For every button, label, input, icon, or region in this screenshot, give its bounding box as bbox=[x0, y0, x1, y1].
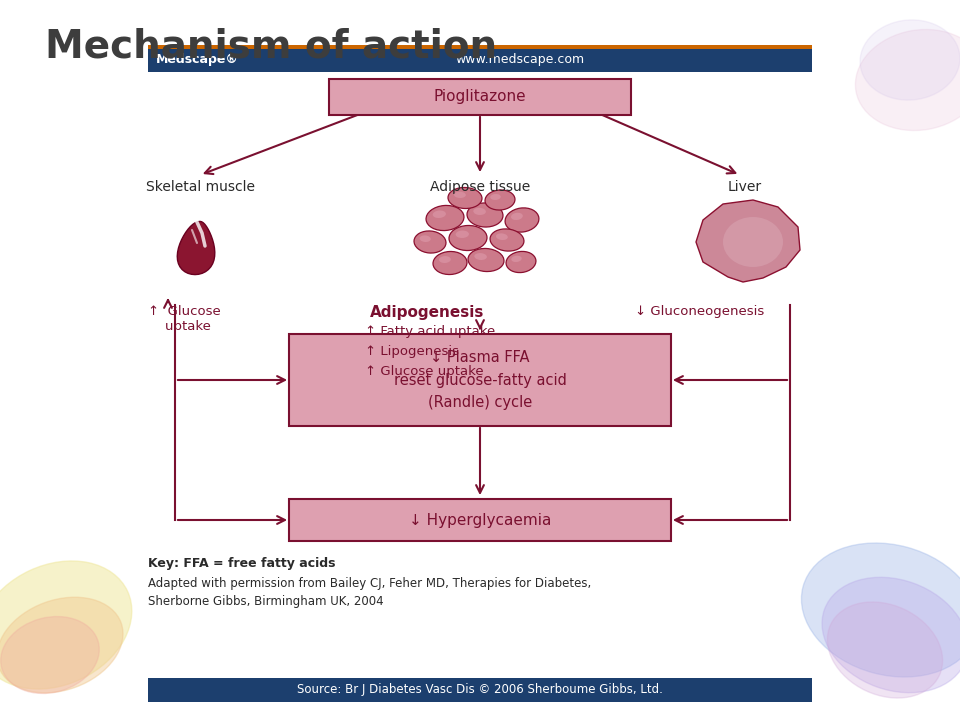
Ellipse shape bbox=[448, 187, 482, 209]
Ellipse shape bbox=[828, 602, 943, 698]
Ellipse shape bbox=[474, 253, 487, 260]
Text: ↓ Gluconeogenesis: ↓ Gluconeogenesis bbox=[635, 305, 764, 318]
Text: Adipogenesis: Adipogenesis bbox=[370, 305, 485, 320]
Ellipse shape bbox=[449, 225, 487, 251]
Polygon shape bbox=[696, 200, 800, 282]
Ellipse shape bbox=[505, 208, 539, 232]
Text: ↓ Hyperglycaemia: ↓ Hyperglycaemia bbox=[409, 513, 551, 528]
Ellipse shape bbox=[802, 543, 960, 677]
Ellipse shape bbox=[456, 230, 468, 238]
Text: Mechanism of action: Mechanism of action bbox=[45, 27, 497, 65]
Ellipse shape bbox=[0, 597, 123, 693]
FancyBboxPatch shape bbox=[148, 45, 812, 49]
Ellipse shape bbox=[490, 229, 524, 251]
Ellipse shape bbox=[506, 251, 536, 273]
Ellipse shape bbox=[420, 235, 431, 242]
Ellipse shape bbox=[723, 217, 783, 267]
Ellipse shape bbox=[822, 577, 960, 693]
Text: Source: Br J Diabetes Vasc Dis © 2006 Sherboume Gibbs, Ltd.: Source: Br J Diabetes Vasc Dis © 2006 Sh… bbox=[297, 683, 663, 696]
Ellipse shape bbox=[496, 233, 508, 240]
Ellipse shape bbox=[414, 231, 446, 253]
Text: Skeletal muscle: Skeletal muscle bbox=[146, 180, 254, 194]
FancyBboxPatch shape bbox=[289, 499, 671, 541]
FancyBboxPatch shape bbox=[329, 79, 631, 115]
Text: Pioglitazone: Pioglitazone bbox=[434, 89, 526, 104]
Text: ↑ Fatty acid uptake
↑ Lipogenesis
↑ Glucose uptake: ↑ Fatty acid uptake ↑ Lipogenesis ↑ Gluc… bbox=[365, 325, 495, 378]
Polygon shape bbox=[178, 222, 215, 274]
Text: Liver: Liver bbox=[728, 180, 762, 194]
Ellipse shape bbox=[491, 194, 501, 200]
Ellipse shape bbox=[485, 190, 515, 210]
Text: www.medscape.com: www.medscape.com bbox=[455, 53, 585, 66]
FancyBboxPatch shape bbox=[148, 678, 812, 702]
Ellipse shape bbox=[512, 256, 521, 262]
Ellipse shape bbox=[426, 205, 464, 230]
Ellipse shape bbox=[855, 30, 960, 130]
Text: Adapted with permission from Bailey CJ, Feher MD, Therapies for Diabetes,
Sherbo: Adapted with permission from Bailey CJ, … bbox=[148, 577, 591, 608]
Ellipse shape bbox=[454, 192, 466, 198]
Ellipse shape bbox=[433, 210, 446, 218]
Ellipse shape bbox=[473, 208, 486, 215]
Ellipse shape bbox=[433, 251, 467, 274]
FancyBboxPatch shape bbox=[148, 46, 812, 72]
Text: Medscape®: Medscape® bbox=[156, 53, 239, 66]
Ellipse shape bbox=[468, 248, 504, 271]
Text: ↑  Glucose
    uptake: ↑ Glucose uptake bbox=[148, 305, 221, 333]
Ellipse shape bbox=[467, 203, 503, 227]
Ellipse shape bbox=[0, 561, 132, 689]
FancyBboxPatch shape bbox=[289, 334, 671, 426]
Text: Adipose tissue: Adipose tissue bbox=[430, 180, 530, 194]
Ellipse shape bbox=[511, 212, 523, 220]
Text: Key: FFA = free fatty acids: Key: FFA = free fatty acids bbox=[148, 557, 335, 570]
Ellipse shape bbox=[439, 256, 451, 263]
Text: ↓ Plasma FFA
reset glucose-fatty acid
(Randle) cycle: ↓ Plasma FFA reset glucose-fatty acid (R… bbox=[394, 351, 566, 410]
Ellipse shape bbox=[1, 616, 99, 693]
Ellipse shape bbox=[860, 20, 960, 100]
